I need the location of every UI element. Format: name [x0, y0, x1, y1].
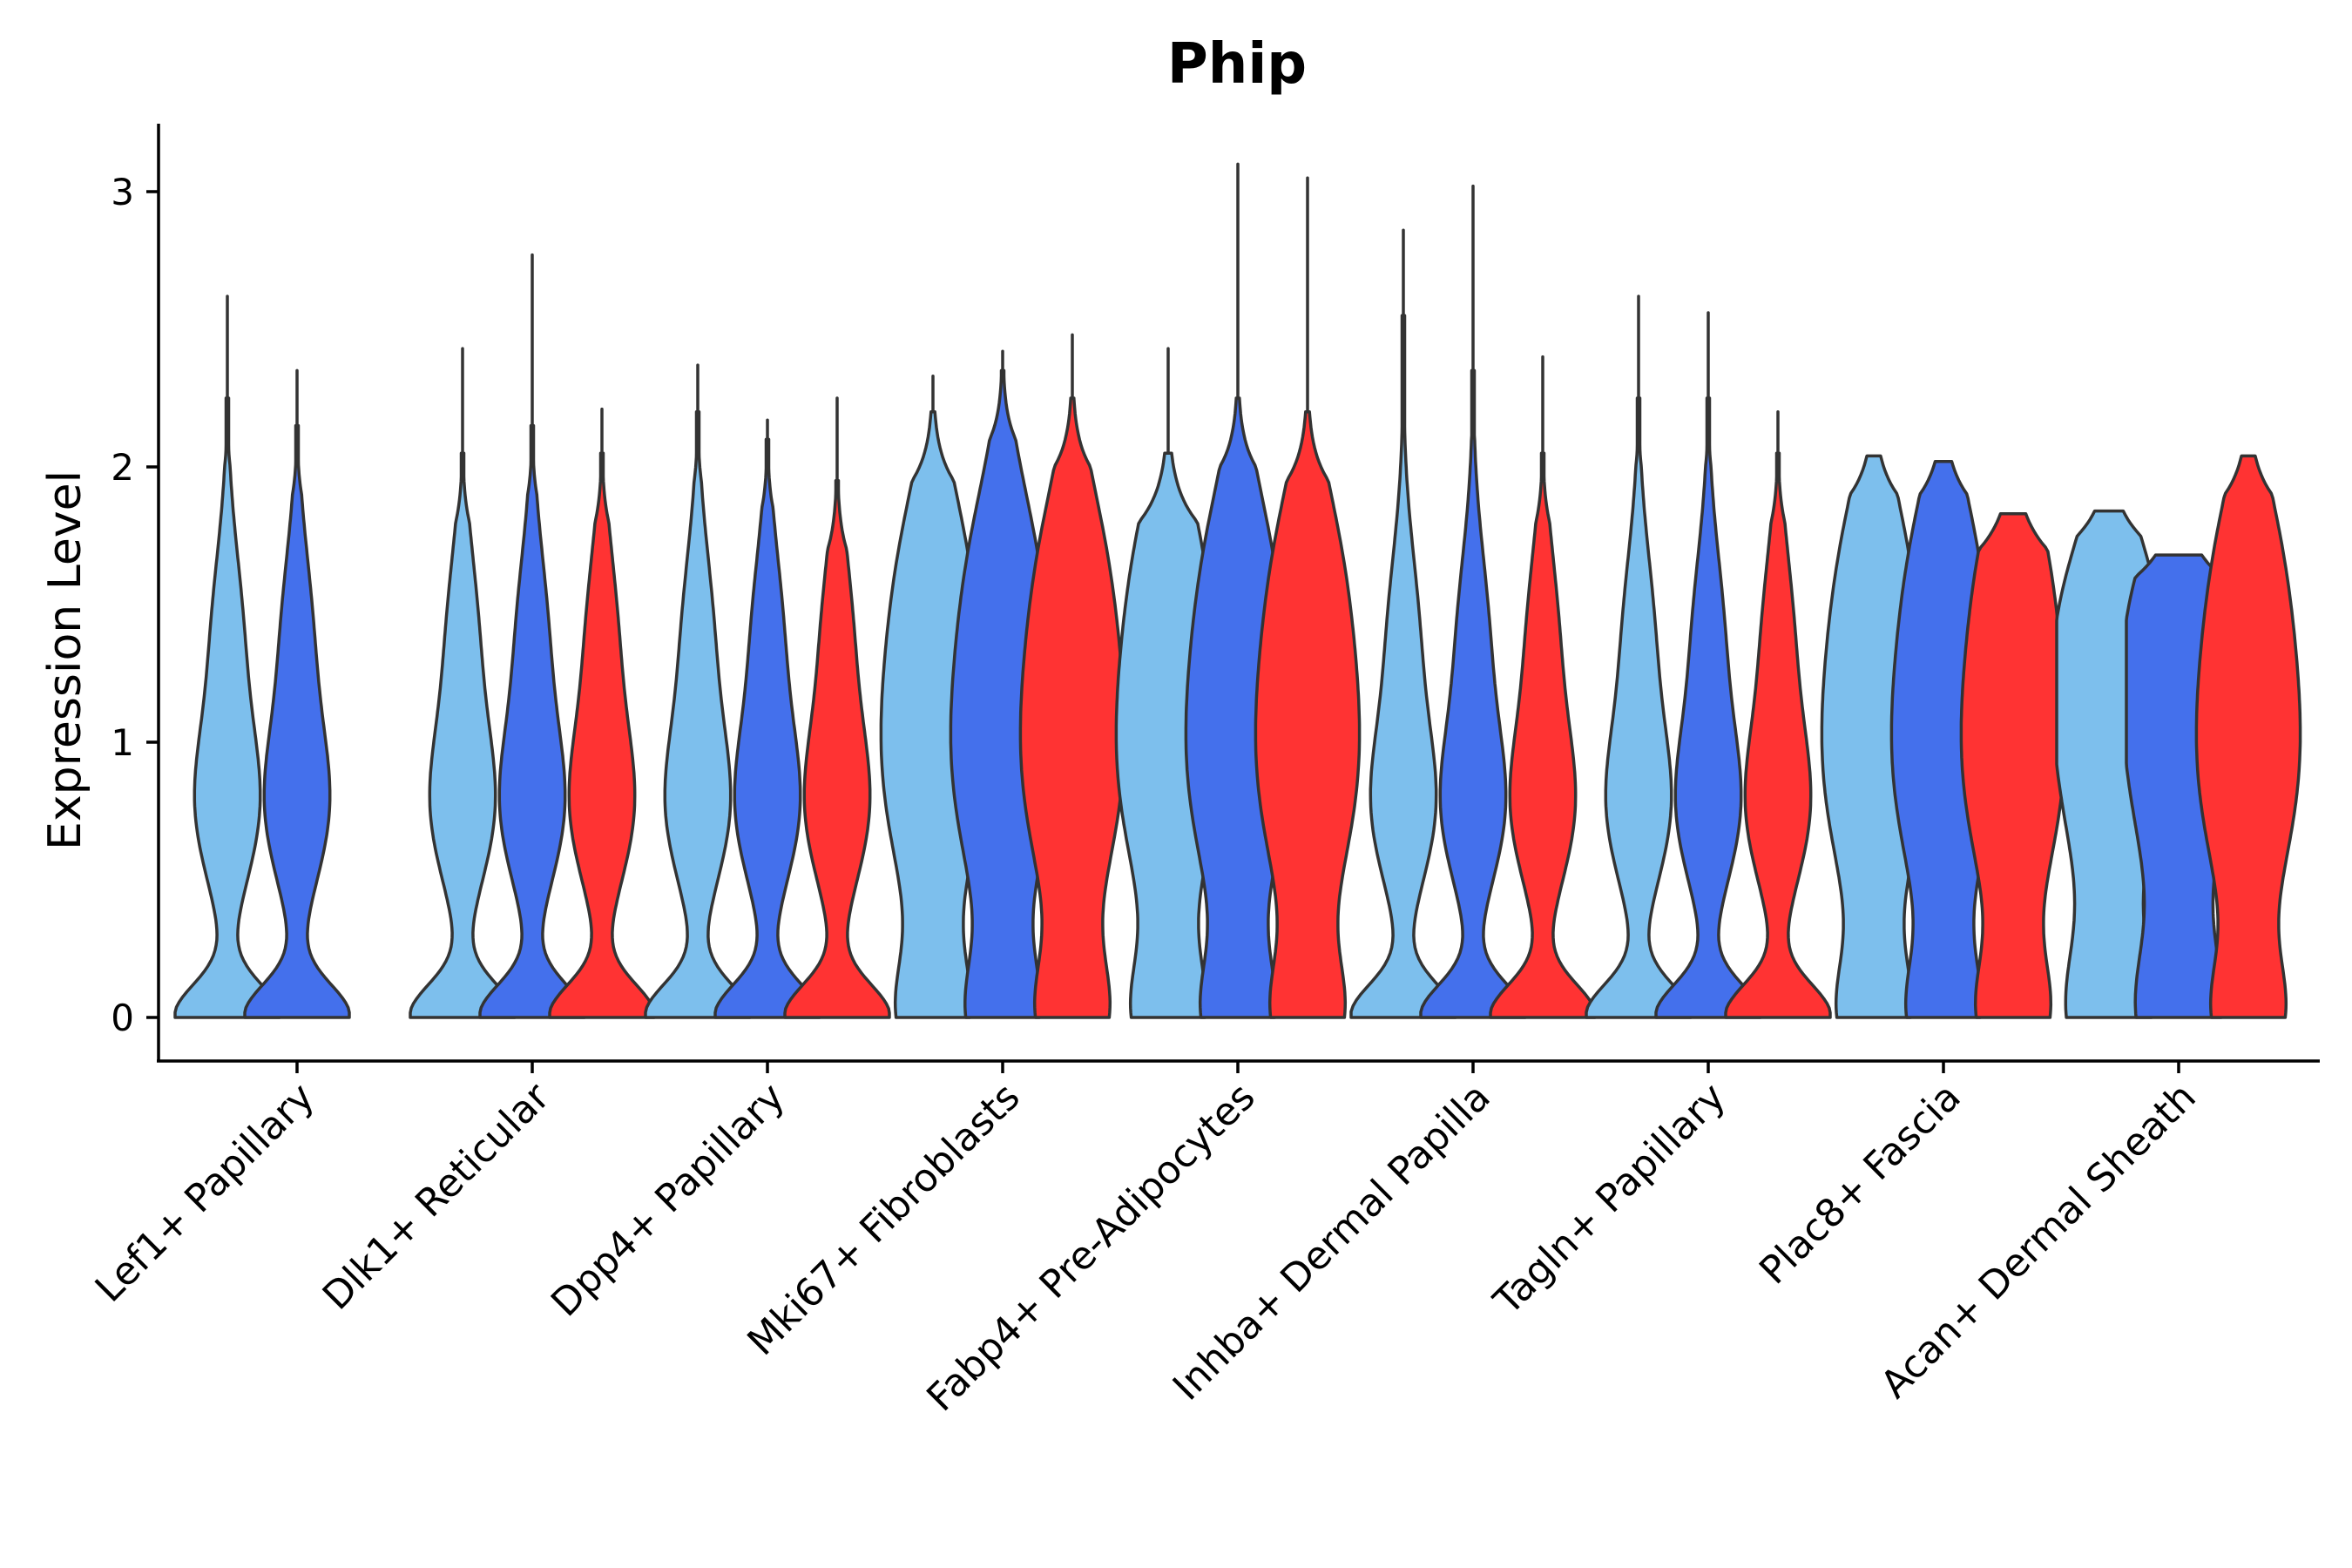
violin-3-2: [1018, 396, 1126, 1019]
x-tick-label: Tagln+ Papillary: [1485, 1075, 1734, 1324]
violin-2-0: [644, 410, 752, 1019]
y-tick-label: 3: [111, 171, 134, 213]
violin-5-1: [1419, 368, 1527, 1019]
y-axis-ticks: 0 1 2 3: [111, 171, 159, 1039]
violin-5-2: [1489, 451, 1597, 1019]
violin-2-1: [713, 437, 821, 1019]
violin-8-2: [2194, 454, 2302, 1019]
violin-7-2: [1959, 511, 2067, 1019]
x-tick-label: Dlk1+ Reticular: [314, 1074, 559, 1319]
y-tick-label: 2: [111, 446, 134, 489]
x-tick-label: Lef1+ Papillary: [87, 1075, 323, 1311]
violin-0-0: [173, 396, 281, 1019]
y-tick-label: 0: [111, 997, 134, 1039]
violin-6-1: [1654, 396, 1762, 1019]
violin-1-1: [478, 423, 586, 1019]
x-tick-label: Dpp4+ Papillary: [543, 1075, 794, 1326]
violin-1-0: [409, 451, 517, 1019]
violin-1-2: [548, 451, 656, 1019]
chart-title: Phip: [1167, 32, 1307, 97]
y-axis-label: Expression Level: [39, 470, 91, 850]
violin-6-0: [1585, 396, 1693, 1019]
y-tick-label: 1: [111, 721, 134, 764]
x-tick-label: Plac8+ Fascia: [1751, 1075, 1970, 1294]
violin-4-2: [1254, 410, 1362, 1019]
violin-0-1: [243, 423, 351, 1019]
violin-6-2: [1724, 451, 1832, 1019]
violin-2-2: [783, 479, 891, 1019]
violin-layer: [173, 162, 2302, 1019]
violin-5-0: [1349, 314, 1457, 1019]
